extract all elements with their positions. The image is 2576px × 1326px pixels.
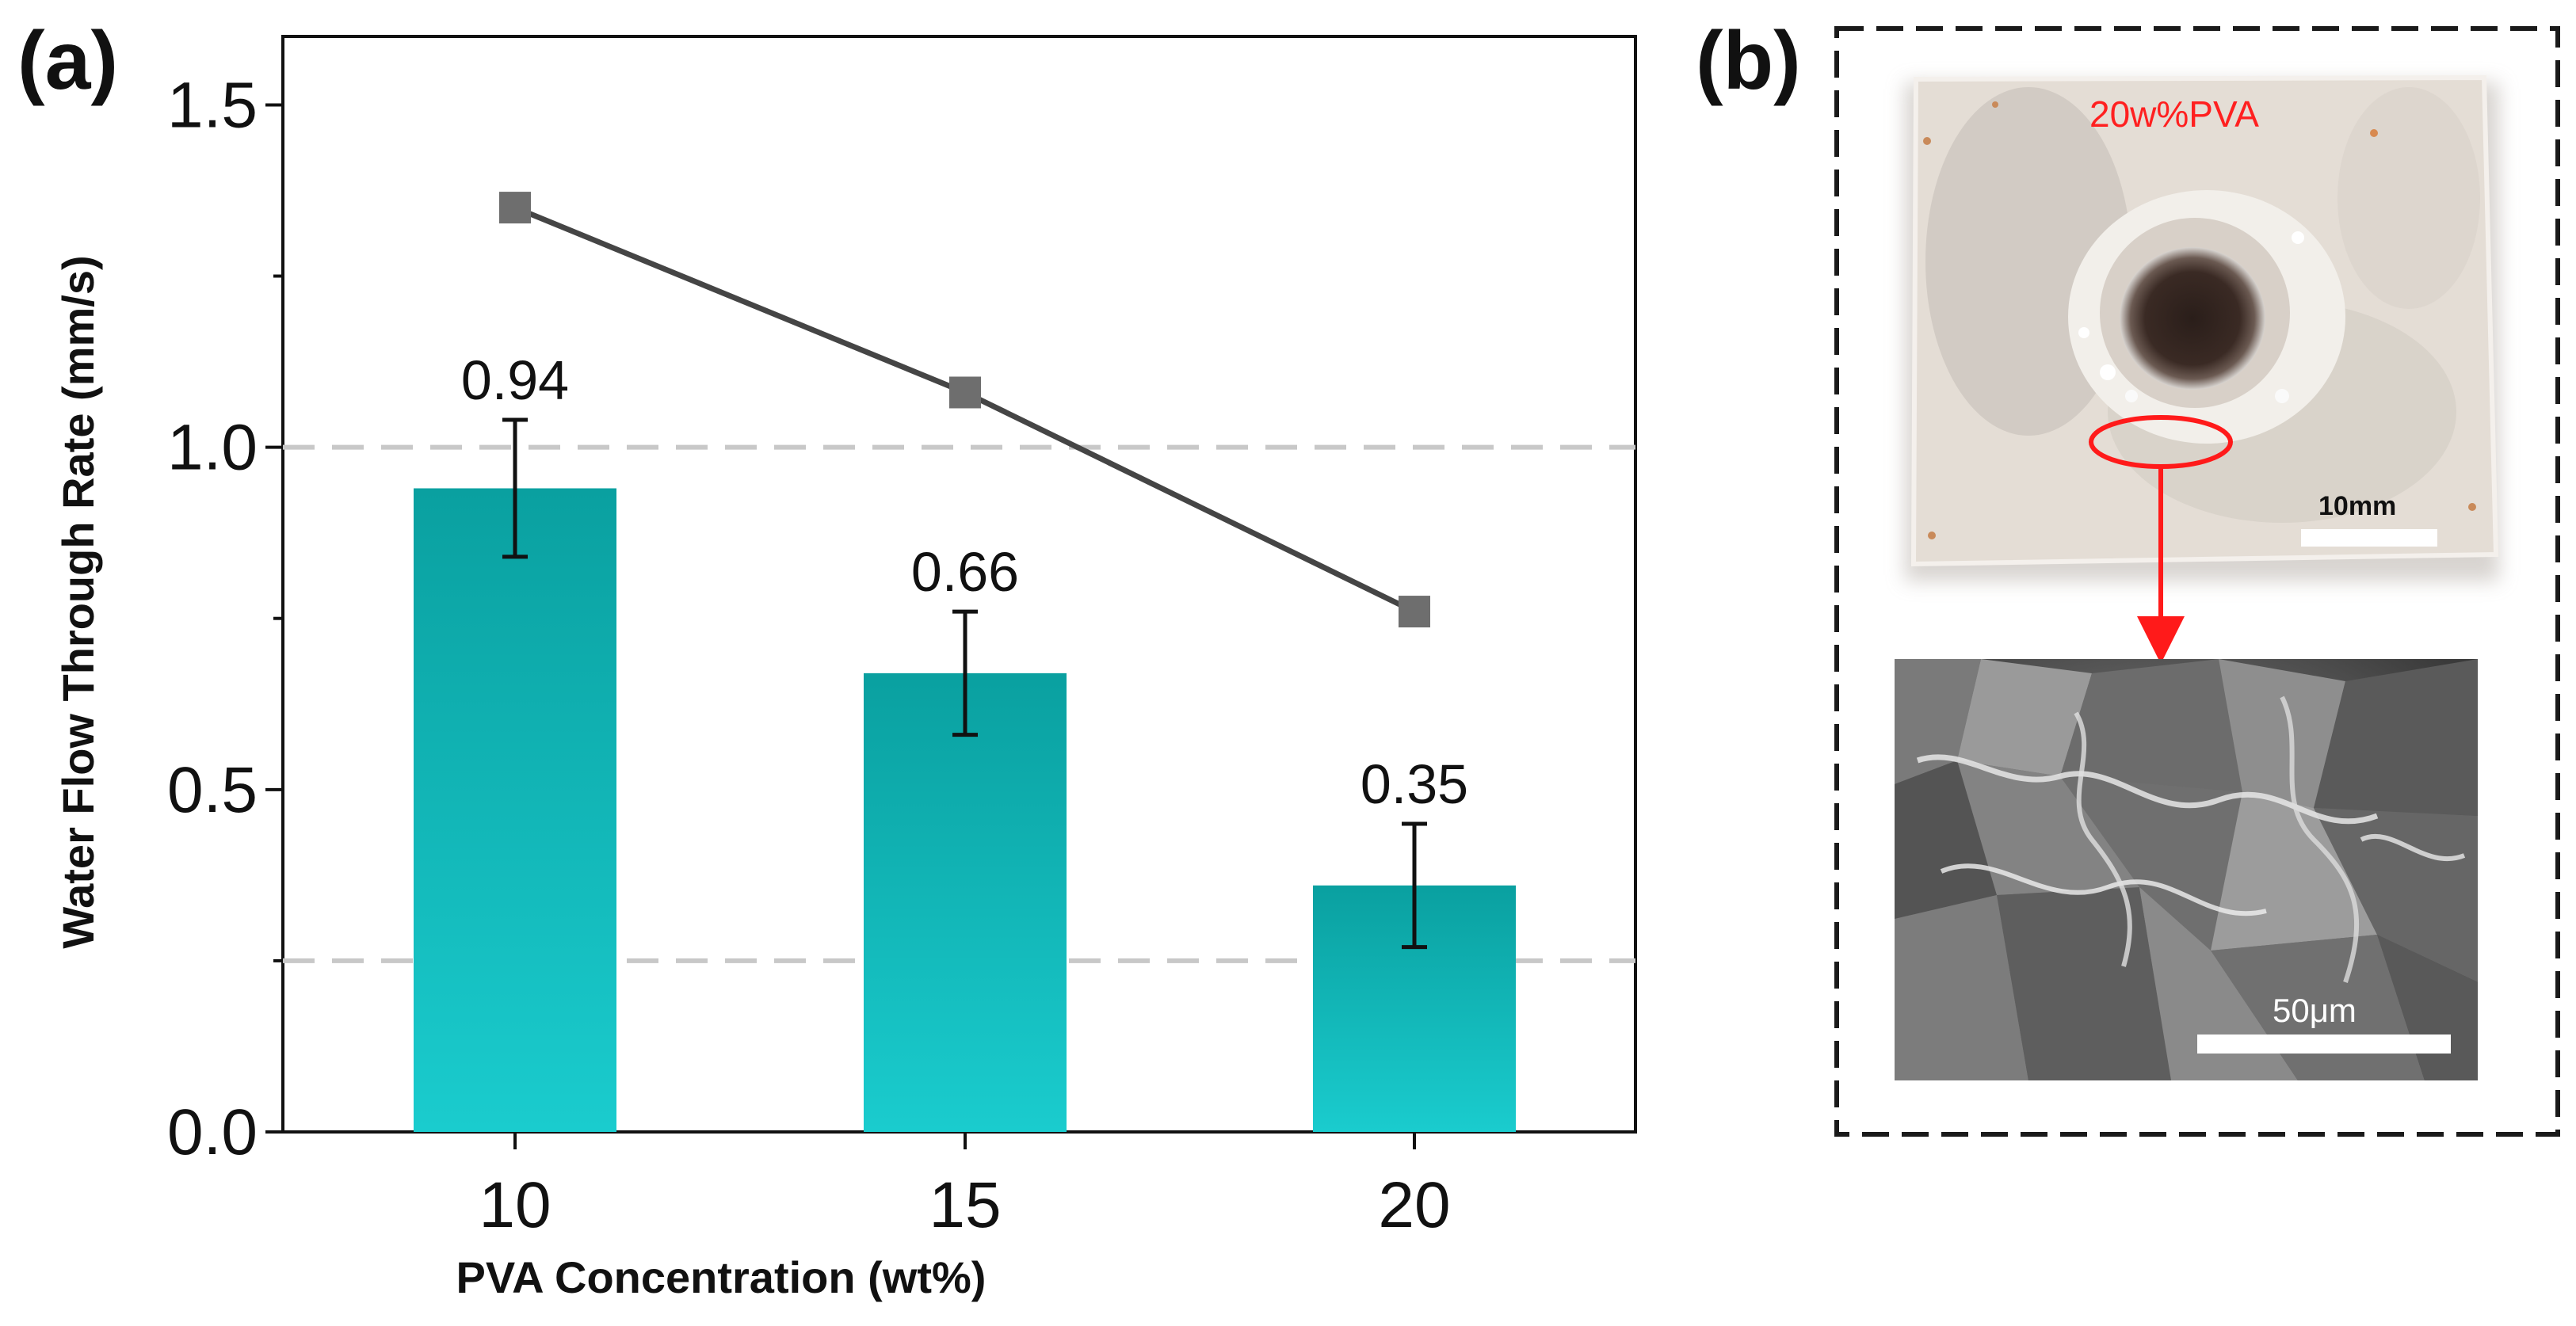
data-labels: 0.94 0.66 0.35 (461, 349, 1468, 815)
data-label-10: 0.94 (461, 349, 569, 411)
y-axis-ticks: 0.0 0.5 1.0 1.5 (167, 69, 283, 1168)
x-tick-label-10: 10 (479, 1169, 551, 1241)
data-label-20: 0.35 (1361, 753, 1468, 815)
sem-image: 50μm (1895, 659, 2478, 1080)
x-tick-label-15: 15 (929, 1169, 1001, 1241)
y-tick-label-0: 0.0 (167, 1096, 258, 1168)
y-tick-label-1: 0.5 (167, 754, 258, 826)
error-bars (502, 417, 1427, 950)
x-axis-ticks: 10 15 20 (479, 1132, 1451, 1241)
line-marker-15 (949, 376, 981, 409)
sample-photo: 20w%PVA 10mm (1905, 74, 2499, 664)
photo-scale-label: 10mm (2318, 491, 2396, 521)
bar-15 (864, 673, 1067, 1132)
callout-ellipse (2089, 415, 2233, 469)
x-axis-title: PVA Concentration (wt%) (456, 1252, 987, 1302)
sample-label: 20w%PVA (2089, 93, 2259, 135)
sem-scale-label: 50μm (2273, 992, 2357, 1029)
line-series (499, 192, 1430, 628)
bar-chart: 0.94 0.66 0.35 0.0 0.5 1.0 1.5 10 15 20 PVA Con… (53, 35, 1637, 1302)
bars (414, 488, 1516, 1132)
line-marker-10 (499, 192, 531, 224)
bar-10 (414, 488, 616, 1132)
panel-b-dashed-frame (1834, 26, 2560, 1137)
panel-b-label: (b) (1696, 15, 1801, 107)
x-tick-label-20: 20 (1378, 1169, 1450, 1241)
y-tick-label-2: 1.0 (167, 412, 258, 484)
line-marker-20 (1399, 596, 1430, 628)
y-axis-title: Water Flow Through Rate (mm/s) (53, 255, 103, 948)
sample-hole (2120, 247, 2265, 390)
sem-scale-bar (2197, 1035, 2451, 1054)
data-label-15: 0.66 (911, 541, 1019, 603)
y-tick-label-3: 1.5 (167, 69, 258, 141)
panel-a-label: (a) (17, 15, 118, 107)
photo-scale-bar (2301, 529, 2437, 547)
